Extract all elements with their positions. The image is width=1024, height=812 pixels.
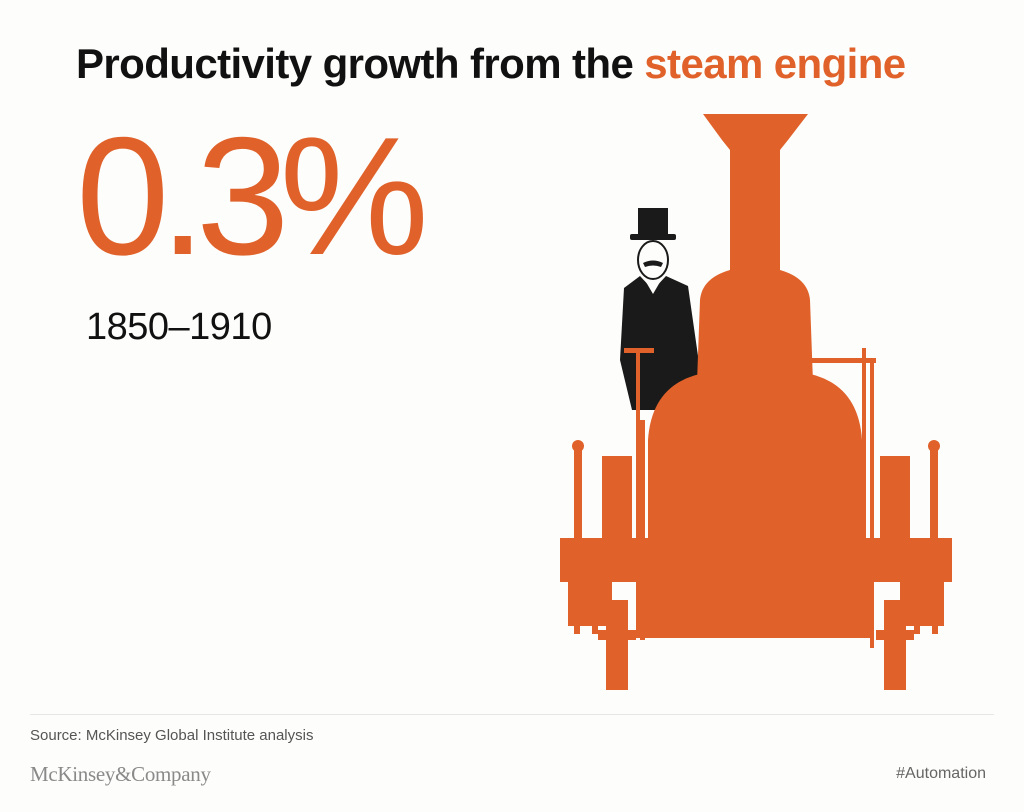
locomotive-body bbox=[560, 114, 952, 690]
steam-locomotive-illustration bbox=[560, 114, 952, 690]
hashtag-label: #Automation bbox=[896, 765, 986, 782]
footer-divider bbox=[30, 714, 994, 715]
headline: Productivity growth from the steam engin… bbox=[76, 40, 906, 88]
stat-period: 1850–1910 bbox=[86, 306, 272, 348]
brand-logo: McKinsey&Company bbox=[30, 762, 211, 786]
headline-prefix: Productivity growth from the bbox=[76, 40, 645, 87]
headline-highlight: steam engine bbox=[644, 40, 906, 87]
stat-value: 0.3% bbox=[76, 102, 429, 290]
source-note: Source: McKinsey Global Institute analys… bbox=[30, 727, 314, 744]
